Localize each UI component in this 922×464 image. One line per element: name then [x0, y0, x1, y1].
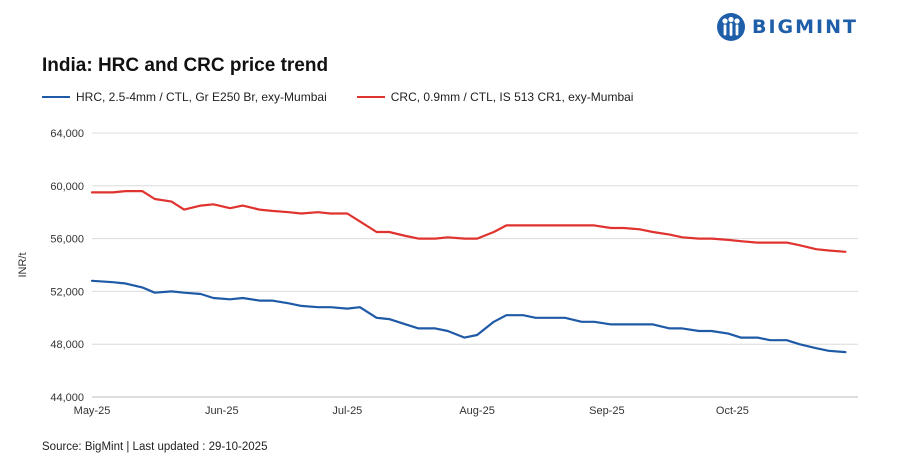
crc-series-line: [90, 190, 847, 253]
legend-label-crc: CRC, 0.9mm / CTL, IS 513 CR1, exy-Mumbai: [390, 90, 634, 104]
x-tick-label: Aug-25: [459, 405, 494, 417]
brand-name: BIGMINT: [752, 16, 858, 38]
y-tick-label: 48,000: [50, 339, 84, 351]
legend-item-crc[interactable]: CRC, 0.9mm / CTL, IS 513 CR1, exy-Mumbai: [356, 90, 634, 104]
legend-swatch-hrc: [42, 96, 70, 98]
y-axis-label: INR/t: [17, 252, 29, 277]
y-tick-label: 52,000: [50, 286, 84, 298]
legend-label-hrc: HRC, 2.5-4mm / CTL, Gr E250 Br, exy-Mumb…: [76, 90, 327, 104]
source-note: Source: BigMint | Last updated : 29-10-2…: [42, 441, 268, 453]
chart-title: India: HRC and CRC price trend: [42, 55, 329, 76]
bigmint-logo-icon: [717, 13, 745, 41]
x-tick-label: Sep-25: [589, 405, 624, 417]
y-tick-label: 56,000: [50, 234, 84, 246]
brand-logo: BIGMINT: [716, 12, 858, 42]
x-tick-label: Oct-25: [716, 405, 749, 417]
x-tick-label: Jun-25: [205, 405, 239, 417]
x-tick-label: May-25: [74, 405, 111, 417]
legend-swatch-crc: [356, 96, 385, 98]
chart-legend: HRC, 2.5-4mm / CTL, Gr E250 Br, exy-Mumb…: [42, 90, 633, 104]
legend-item-hrc[interactable]: HRC, 2.5-4mm / CTL, Gr E250 Br, exy-Mumb…: [42, 90, 327, 104]
hrc-series-line: [90, 279, 847, 354]
y-tick-label: 44,000: [50, 392, 84, 404]
y-tick-label: 64,000: [50, 128, 84, 140]
x-tick-label: Jul-25: [332, 405, 362, 417]
y-tick-label: 60,000: [50, 181, 84, 193]
